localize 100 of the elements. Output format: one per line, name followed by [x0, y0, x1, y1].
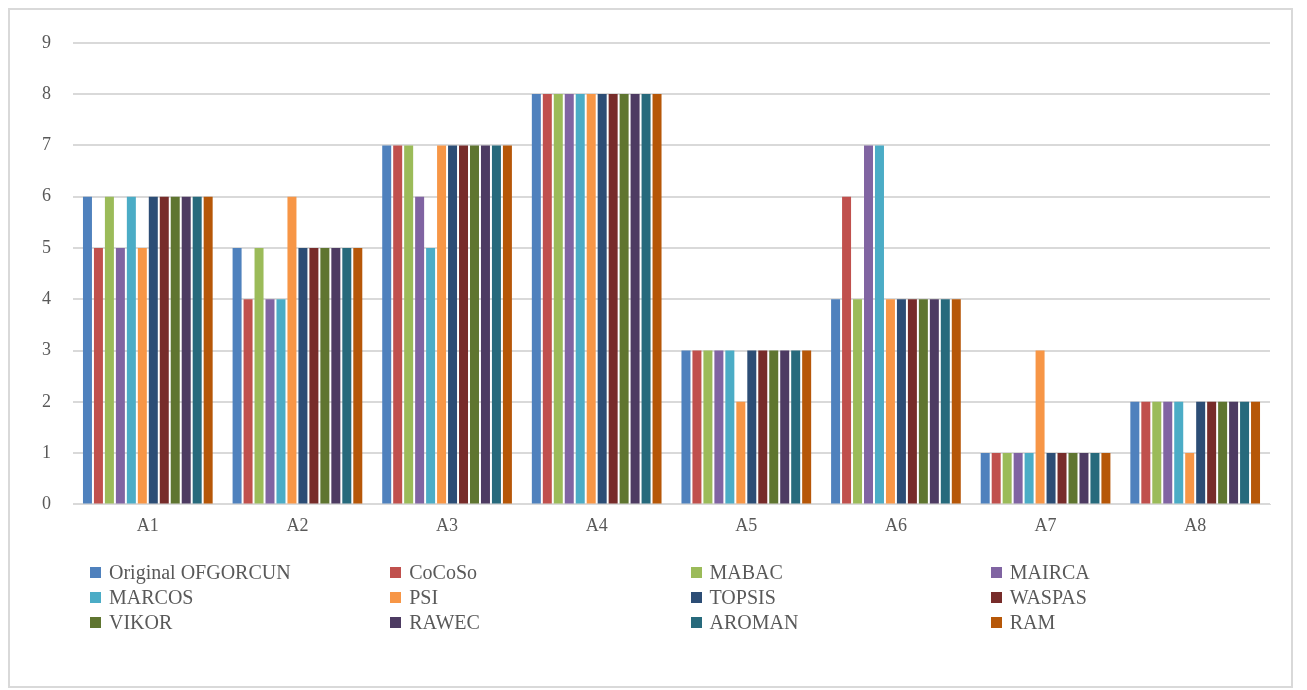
y-tick-label: 3: [42, 339, 51, 360]
bar: [1002, 453, 1012, 504]
x-tick-label: A6: [884, 514, 907, 535]
legend-label: MARCOS: [109, 585, 194, 610]
y-tick-label: 4: [42, 287, 51, 308]
bar: [1079, 453, 1089, 504]
bar: [265, 299, 275, 504]
bar: [802, 350, 812, 504]
bar: [864, 145, 874, 504]
bar: [502, 145, 512, 504]
bar: [181, 196, 191, 504]
bar: [1185, 453, 1195, 504]
bar: [652, 94, 662, 504]
bar: [243, 299, 253, 504]
bar: [480, 145, 490, 504]
bar: [736, 401, 746, 504]
bar: [681, 350, 691, 504]
bar: [980, 453, 990, 504]
bar: [1174, 401, 1184, 504]
bar: [1035, 350, 1045, 504]
bar: [298, 247, 308, 504]
bar: [1163, 401, 1173, 504]
bar: [148, 196, 158, 504]
bar: [232, 247, 242, 504]
bar: [415, 196, 425, 504]
bar: [1068, 453, 1078, 504]
bar: [437, 145, 447, 504]
bar: [896, 299, 906, 504]
bar: [553, 94, 563, 504]
bar: [907, 299, 917, 504]
bar: [714, 350, 724, 504]
y-tick-label: 5: [42, 236, 51, 257]
bar: [1046, 453, 1056, 504]
bar: [170, 196, 180, 504]
bar: [1141, 401, 1151, 504]
x-tick-label: A3: [436, 514, 459, 535]
y-tick-label: 1: [42, 441, 51, 462]
legend-label: WASPAS: [1009, 585, 1087, 610]
bar: [115, 247, 125, 504]
bar: [1207, 401, 1217, 504]
bar: [203, 196, 213, 504]
x-tick-label: A1: [136, 514, 159, 535]
bar: [137, 247, 147, 504]
bar: [991, 453, 1001, 504]
y-tick-label: 2: [42, 390, 51, 411]
legend-label: Original OFGORCUN: [109, 560, 291, 585]
bar: [426, 247, 436, 504]
bar: [951, 299, 961, 504]
legend-label: RAWEC: [409, 610, 480, 635]
bar: [1057, 453, 1067, 504]
bar: [542, 94, 552, 504]
bar: [1218, 401, 1228, 504]
y-tick-label: 6: [42, 185, 51, 206]
x-tick-label: A4: [585, 514, 608, 535]
bar: [531, 94, 541, 504]
bar: [1152, 401, 1162, 504]
bar: [575, 94, 585, 504]
bar: [703, 350, 713, 504]
bar: [320, 247, 330, 504]
bar: [597, 94, 607, 504]
bar: [692, 350, 702, 504]
bar: [104, 196, 114, 504]
y-tick-label: 9: [42, 31, 51, 52]
bar: [619, 94, 629, 504]
bar: [382, 145, 392, 504]
bar: [1196, 401, 1206, 504]
legend-label: AROMAN: [709, 610, 799, 635]
bar: [918, 299, 928, 504]
bar: [1101, 453, 1111, 504]
legend-label: RAM: [1009, 610, 1056, 635]
bar: [725, 350, 735, 504]
bar: [93, 247, 103, 504]
bar: [342, 247, 352, 504]
legend-label: PSI: [409, 585, 439, 610]
bar: [1024, 453, 1034, 504]
bar: [564, 94, 574, 504]
bar: [586, 94, 596, 504]
y-tick-label: 0: [42, 493, 51, 514]
bar: [404, 145, 414, 504]
bar: [287, 196, 297, 504]
legend-label: CoCoSo: [409, 560, 478, 585]
bar: [276, 299, 286, 504]
bar: [608, 94, 618, 504]
bar: [885, 299, 895, 504]
x-tick-label: A2: [286, 514, 309, 535]
bar: [853, 299, 863, 504]
bar: [791, 350, 801, 504]
bar: [831, 299, 841, 504]
x-tick-label: A5: [735, 514, 758, 535]
bar: [448, 145, 458, 504]
bar: [747, 350, 757, 504]
legend-label: VIKOR: [109, 610, 173, 635]
bar: [393, 145, 403, 504]
y-tick-label: 7: [42, 134, 51, 155]
bar: [874, 145, 884, 504]
bar: [940, 299, 950, 504]
legend-label: MABAC: [709, 560, 783, 585]
bar: [758, 350, 768, 504]
bar: [842, 196, 852, 504]
bar: [769, 350, 779, 504]
